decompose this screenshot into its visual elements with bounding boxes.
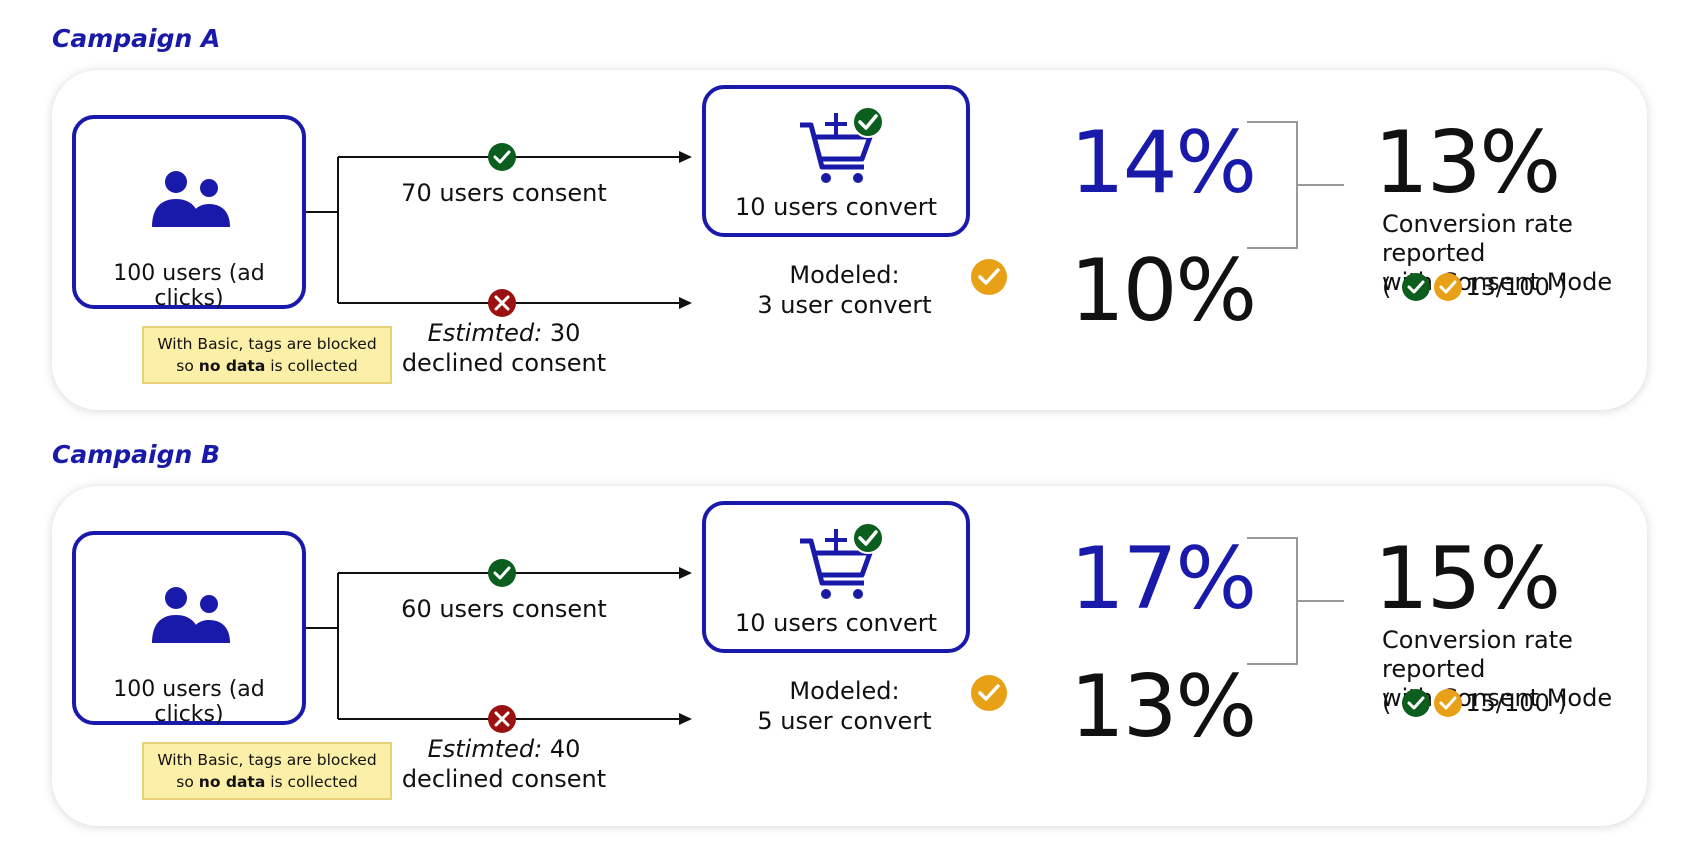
check-icon — [488, 559, 516, 587]
check-icon — [488, 143, 516, 171]
modeled-check-icon — [1434, 273, 1463, 301]
users-box: 100 users (ad clicks) — [72, 531, 306, 727]
cart-icon — [800, 523, 884, 599]
campaign-a-card: 100 users (ad clicks) With Basic, tags a… — [52, 70, 1647, 410]
modeled-title: Modeled: — [789, 261, 900, 289]
ratio-value: 13/100 ) — [1465, 273, 1567, 301]
modeled-count: 5 user convert — [757, 707, 932, 735]
declined-label: Estimted: 30 declined consent — [374, 318, 634, 378]
observed-rate: 17% — [1070, 529, 1257, 629]
ratio-value: 15/100 ) — [1465, 689, 1567, 717]
basic-mode-note: With Basic, tags are blocked so no data … — [142, 326, 392, 384]
campaign-b-title: Campaign B — [52, 440, 221, 469]
estimated-label: Estimted: — [427, 319, 543, 347]
check-icon — [1402, 689, 1431, 717]
modeled-title: Modeled: — [789, 677, 900, 705]
arrow-icon — [679, 151, 692, 163]
reported-ratio: ( 13/100 ) — [1382, 273, 1567, 301]
note-line-1: With Basic, tags are blocked — [157, 335, 377, 353]
declined-text: declined consent — [401, 765, 607, 793]
modeled-label: Modeled: 5 user convert — [752, 676, 937, 736]
note-line-2: so no data is collected — [176, 773, 358, 791]
flow-lines — [306, 143, 692, 317]
convert-box: 10 users convert — [702, 501, 970, 653]
reported-rate: 15% — [1374, 529, 1561, 629]
modeled-check-icon — [971, 259, 1007, 295]
campaign-b-card: 100 users (ad clicks) With Basic, tags a… — [52, 486, 1647, 826]
check-icon — [852, 107, 884, 138]
observed-rate: 14% — [1070, 113, 1257, 213]
basic-mode-note: With Basic, tags are blocked so no data … — [142, 742, 392, 800]
users-label: 100 users (ad clicks) — [113, 677, 265, 727]
bracket — [1247, 121, 1344, 249]
declined-count: 30 — [542, 319, 581, 347]
declined-text: declined consent — [401, 349, 607, 377]
consent-label: 60 users consent — [401, 595, 607, 623]
modeled-check-icon — [1434, 689, 1463, 717]
bracket — [1247, 537, 1344, 665]
cross-icon — [488, 705, 516, 733]
reported-ratio: ( 15/100 ) — [1382, 689, 1567, 717]
consent-label: 70 users consent — [401, 179, 607, 207]
users-box: 100 users (ad clicks) — [72, 115, 306, 311]
arrow-icon — [679, 567, 692, 579]
modeled-count: 3 user convert — [757, 291, 932, 319]
flow-lines — [306, 559, 692, 733]
check-icon — [852, 523, 884, 554]
note-line-1: With Basic, tags are blocked — [157, 751, 377, 769]
arrow-icon — [679, 713, 692, 725]
arrow-icon — [679, 297, 692, 309]
modeled-label: Modeled: 3 user convert — [752, 260, 937, 320]
note-line-2: so no data is collected — [176, 357, 358, 375]
cross-icon — [488, 289, 516, 317]
declined-label: Estimted: 40 declined consent — [374, 734, 634, 794]
users-label: 100 users (ad clicks) — [113, 261, 265, 311]
declined-count: 40 — [542, 735, 581, 763]
convert-box: 10 users convert — [702, 85, 970, 237]
check-icon — [1402, 273, 1431, 301]
reported-rate: 13% — [1374, 113, 1561, 213]
users-icon — [152, 587, 230, 643]
convert-label: 10 users convert — [735, 609, 937, 637]
cart-icon — [800, 107, 884, 183]
modeled-rate: 13% — [1070, 657, 1257, 757]
modeled-rate: 10% — [1070, 241, 1257, 341]
modeled-check-icon — [971, 675, 1007, 711]
convert-label: 10 users convert — [735, 193, 937, 221]
campaign-a-title: Campaign A — [52, 24, 221, 53]
users-icon — [152, 171, 230, 227]
estimated-label: Estimted: — [427, 735, 543, 763]
